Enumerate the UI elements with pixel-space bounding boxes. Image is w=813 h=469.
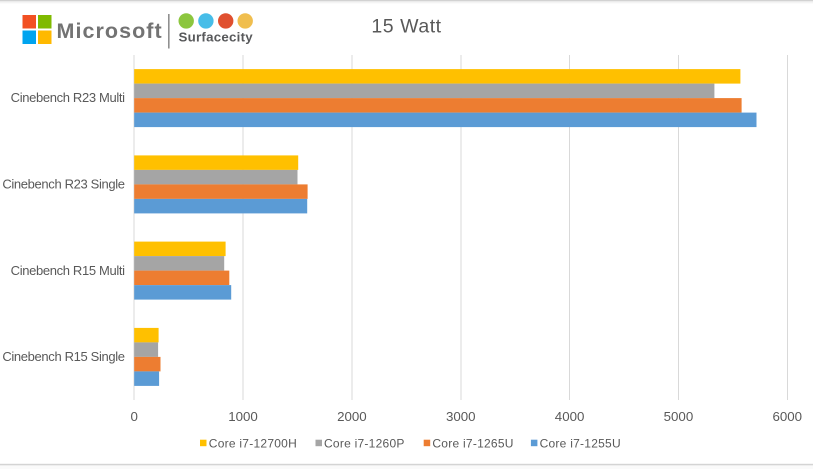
svg-text:Cinebench R15 Multi: Cinebench R15 Multi <box>11 263 125 278</box>
svg-text:3000: 3000 <box>446 409 476 424</box>
svg-text:4000: 4000 <box>555 409 585 424</box>
svg-text:1000: 1000 <box>228 409 258 424</box>
svg-text:Core i7-1260P: Core i7-1260P <box>324 436 405 450</box>
svg-text:Surfacecity: Surfacecity <box>179 29 254 44</box>
svg-text:15 Watt: 15 Watt <box>371 16 441 38</box>
svg-text:6000: 6000 <box>773 409 803 424</box>
svg-text:Cinebench R23 Multi: Cinebench R23 Multi <box>11 90 125 105</box>
svg-text:Core i7-1265U: Core i7-1265U <box>432 436 513 450</box>
svg-text:5000: 5000 <box>664 409 694 424</box>
svg-text:Cinebench R23 Single: Cinebench R23 Single <box>2 177 124 192</box>
svg-text:Microsoft: Microsoft <box>57 19 163 43</box>
svg-text:2000: 2000 <box>337 409 367 424</box>
svg-text:Cinebench R15 Single: Cinebench R15 Single <box>2 349 124 364</box>
svg-text:Core i7-12700H: Core i7-12700H <box>209 436 297 450</box>
svg-text:Core i7-1255U: Core i7-1255U <box>540 436 621 450</box>
svg-text:0: 0 <box>130 409 137 424</box>
